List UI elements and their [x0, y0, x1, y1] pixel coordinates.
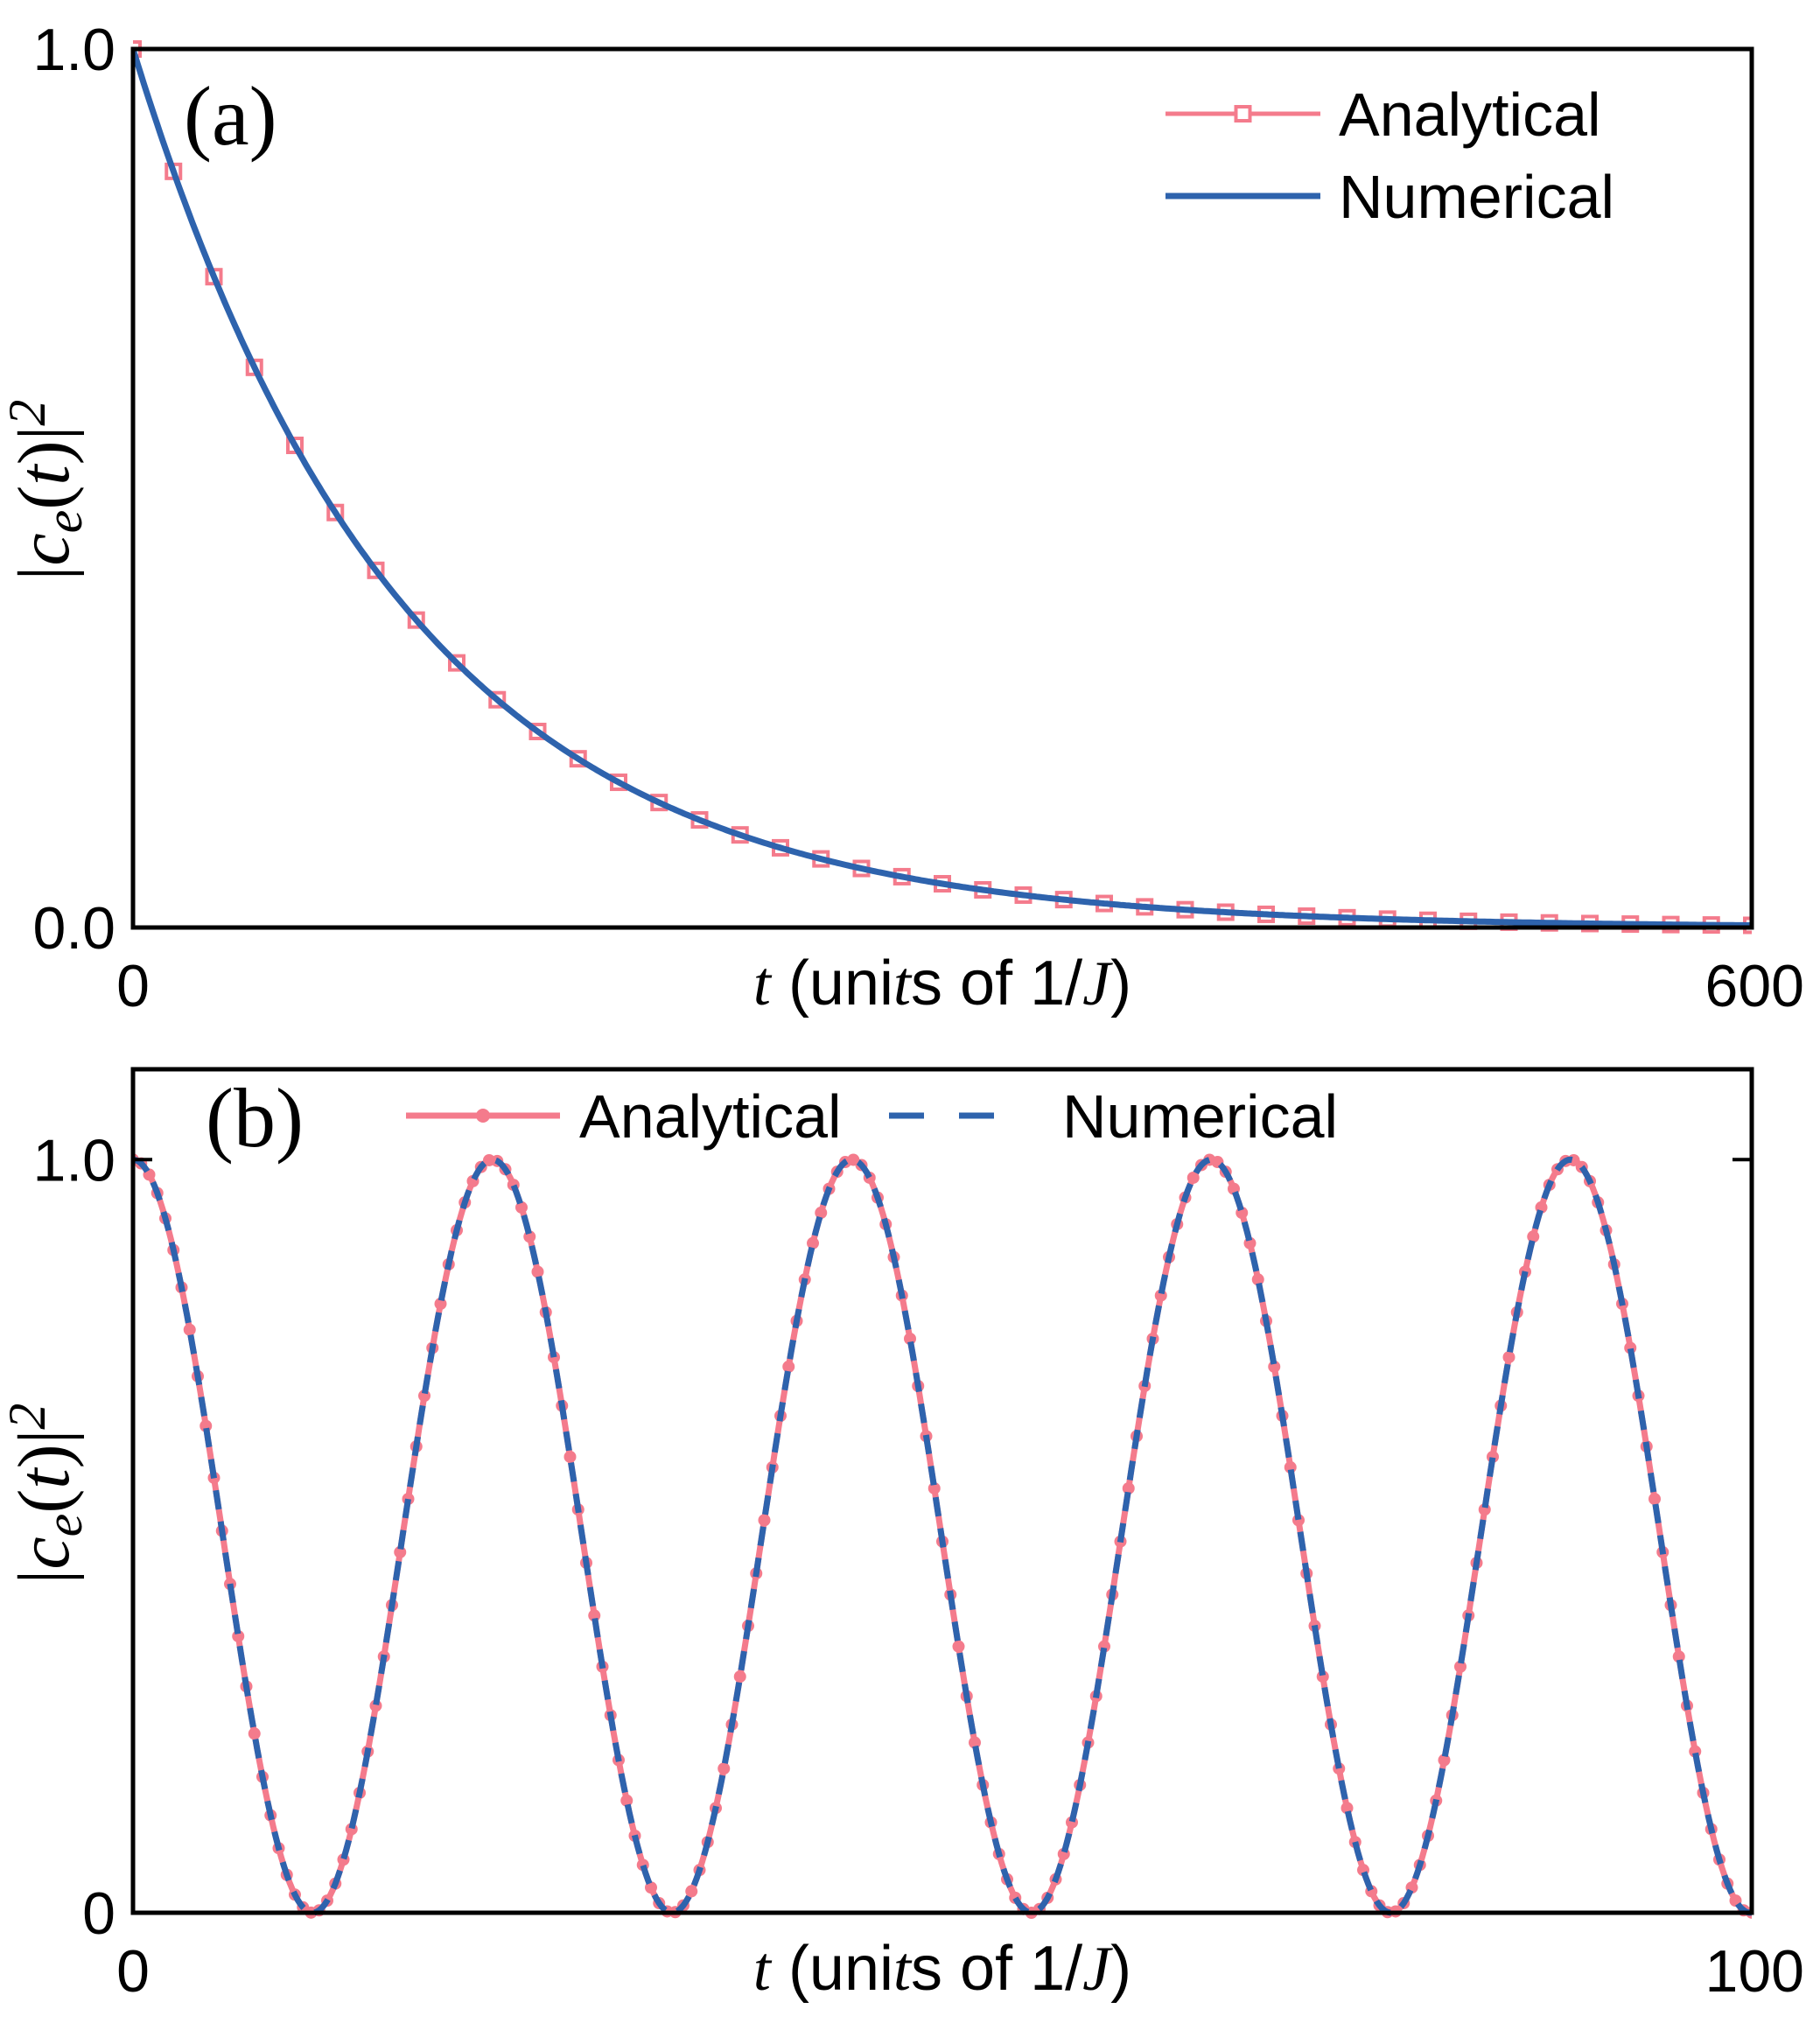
- analytical-marker: [1186, 1171, 1200, 1184]
- legend-label-numerical: Numerical: [1339, 163, 1614, 231]
- analytical-marker: [815, 1207, 828, 1220]
- x-tick-label: 100: [1705, 1938, 1804, 2005]
- plot-area: [133, 40, 1752, 934]
- legend-label-numerical: Numerical: [1062, 1082, 1338, 1151]
- analytical-marker: [1648, 1493, 1661, 1506]
- x-label-part: J: [1082, 1934, 1113, 2004]
- analytical-marker: [1122, 1481, 1135, 1494]
- y-tick-label: 1.0: [32, 1127, 116, 1194]
- analytical-marker: [531, 1265, 544, 1278]
- x-label-part: ): [1110, 948, 1131, 1018]
- legend-analytical-marker: [1234, 105, 1252, 122]
- x-label-part: (uni: [771, 1934, 893, 2004]
- analytical-marker: [1502, 1351, 1516, 1364]
- axes-frame: [130, 1067, 1754, 1915]
- analytical-marker: [1438, 1754, 1451, 1767]
- analytical-marker: [685, 1885, 698, 1898]
- analytical-marker: [733, 1670, 746, 1684]
- y-label-part: )|: [4, 1430, 85, 1469]
- analytical-marker: [952, 1640, 965, 1653]
- x-axis-label: t (units of 1/J): [753, 1934, 1131, 2004]
- legend-label-analytical: Analytical: [579, 1082, 842, 1151]
- x-tick-label: 0: [116, 953, 150, 1019]
- plot-area: [133, 1153, 1752, 1919]
- analytical-marker: [620, 1794, 634, 1807]
- y-label-part: t: [4, 1466, 85, 1489]
- y-label-part: |: [4, 1570, 85, 1585]
- y-label-part: )|: [4, 426, 85, 466]
- x-label-part: s of 1/: [911, 1934, 1082, 2004]
- analytical-marker: [718, 1762, 731, 1775]
- y-label-part: c: [4, 1536, 85, 1569]
- y-label-part: |: [4, 566, 85, 581]
- x-tick-label: 600: [1705, 953, 1804, 1019]
- x-label-part: s of 1/: [911, 948, 1082, 1018]
- y-label-part: e: [35, 510, 93, 534]
- legend: Analytical Numerical: [406, 1082, 1338, 1151]
- panel-a: 0.01.00 600(a)t (units of 1/J)|ce(t)|2Ana…: [0, 17, 1804, 1019]
- analytical-marker: [515, 1200, 528, 1214]
- analytical-marker: [248, 1727, 261, 1740]
- y-label-part: (: [4, 486, 85, 510]
- x-label-part: ): [1110, 1934, 1131, 2004]
- analytical-marker: [1251, 1273, 1264, 1286]
- y-label-part: 2: [0, 1404, 56, 1430]
- legend-label-analytical: Analytical: [1339, 80, 1601, 149]
- y-label-part: c: [4, 533, 85, 565]
- y-label-part: e: [35, 1514, 93, 1537]
- panel-b: 01.00 100(b)t (units of 1/J)|ce(t)|2Analy…: [0, 1067, 1804, 2005]
- y-tick-label: 1.0: [32, 17, 116, 83]
- analytical-marker: [183, 1323, 196, 1336]
- x-label-part: t: [753, 948, 773, 1018]
- x-label-part: J: [1082, 948, 1113, 1018]
- legend-analytical-marker: [476, 1109, 490, 1123]
- x-axis-label: t (units of 1/J): [753, 948, 1131, 1018]
- x-tick-label: 0: [116, 1938, 150, 2005]
- y-axis-label: |ce(t)|2: [0, 400, 93, 581]
- axes-frame: [130, 46, 1754, 930]
- y-label-part: (: [4, 1489, 85, 1514]
- y-tick-label: 0: [82, 1880, 116, 1947]
- y-label-part: 2: [0, 400, 56, 426]
- x-label-part: (uni: [771, 948, 893, 1018]
- y-tick-label: 0.0: [32, 895, 116, 962]
- x-label-part: t: [893, 948, 913, 1018]
- analytical-marker: [758, 1514, 771, 1527]
- analytical-marker: [645, 1881, 657, 1894]
- analytical-marker: [564, 1450, 577, 1463]
- analytical-marker: [782, 1360, 795, 1373]
- legend: Analytical Numerical: [1166, 80, 1614, 231]
- panel-label: (b): [206, 1071, 304, 1165]
- panel-label: (a): [184, 69, 277, 163]
- analytical-marker: [807, 1236, 819, 1250]
- x-label-part: t: [893, 1934, 913, 2004]
- numerical-line: [133, 47, 1752, 928]
- y-label-part: t: [4, 463, 85, 486]
- y-axis-label: |ce(t)|2: [0, 1404, 93, 1585]
- analytical-marker: [1527, 1230, 1540, 1243]
- numerical-line: [133, 1156, 1752, 1916]
- x-label-part: t: [753, 1934, 773, 2004]
